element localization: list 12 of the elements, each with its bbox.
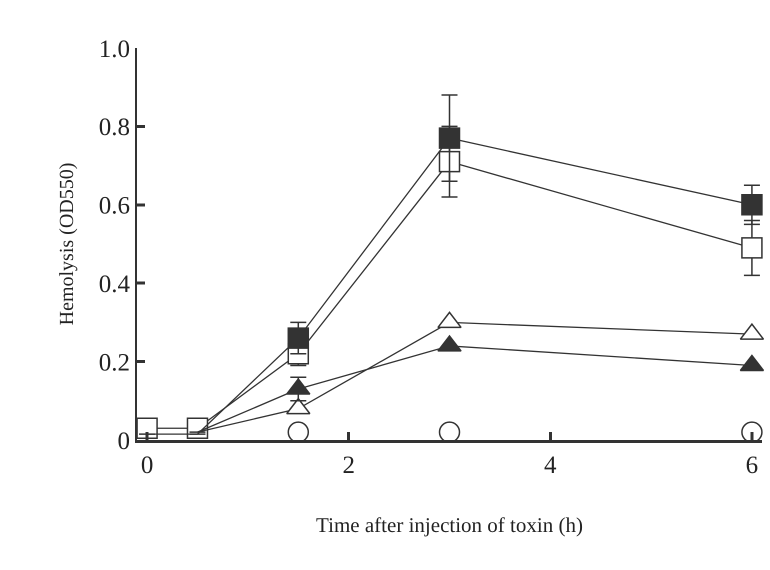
- x-axis-title: Time after injection of toxin (h): [316, 513, 583, 538]
- y-tick-label: 0.4: [98, 270, 130, 298]
- y-tick-label: 0: [118, 428, 130, 455]
- x-tick-label: 0: [140, 452, 154, 479]
- x-tick-label: 6: [746, 452, 758, 479]
- x-tick-label: 2: [342, 452, 355, 479]
- y-tick-label: 0.6: [98, 192, 130, 220]
- y-tick-label: 0.2: [98, 349, 130, 376]
- y-tick-label: 0.8: [98, 114, 130, 142]
- x-tick-label: 4: [544, 452, 558, 479]
- y-axis-title: Hemolysis (OD550): [56, 162, 78, 326]
- y-tick-label: 1.0: [98, 36, 130, 63]
